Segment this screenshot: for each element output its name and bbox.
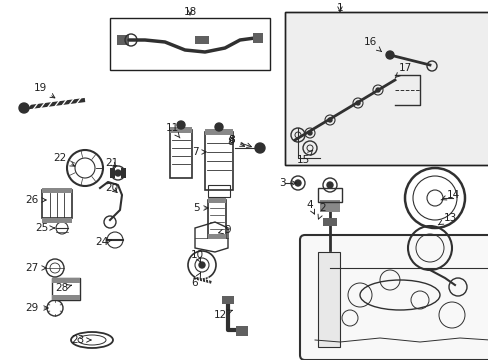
Text: 28: 28 — [55, 283, 71, 293]
Bar — [52, 278, 80, 300]
Text: 3: 3 — [278, 178, 296, 188]
Circle shape — [199, 262, 204, 268]
Text: 20: 20 — [105, 183, 118, 193]
Bar — [42, 188, 72, 193]
Text: 7: 7 — [191, 147, 206, 157]
FancyBboxPatch shape — [299, 235, 488, 360]
Bar — [110, 18, 269, 70]
Circle shape — [254, 143, 264, 153]
Text: 19: 19 — [33, 83, 55, 98]
Text: 11: 11 — [165, 123, 180, 138]
Bar — [207, 234, 225, 239]
Text: 23: 23 — [71, 335, 91, 345]
Text: 10: 10 — [190, 250, 203, 263]
Bar — [323, 218, 336, 226]
Bar — [195, 36, 208, 44]
Circle shape — [294, 180, 301, 186]
Text: 26: 26 — [25, 195, 46, 205]
Text: 6: 6 — [191, 273, 200, 288]
Text: 12: 12 — [213, 310, 232, 320]
Text: 25: 25 — [35, 223, 54, 233]
Bar — [42, 218, 72, 223]
Text: 8: 8 — [227, 137, 234, 147]
Bar — [170, 130, 192, 178]
Bar — [52, 278, 80, 283]
Bar — [204, 129, 232, 135]
Text: 18: 18 — [183, 7, 196, 17]
Text: 2: 2 — [317, 203, 325, 219]
Text: 1: 1 — [336, 3, 343, 13]
Text: 21: 21 — [105, 158, 119, 168]
Circle shape — [215, 123, 223, 131]
Circle shape — [115, 170, 121, 176]
Circle shape — [177, 121, 184, 129]
Bar — [52, 295, 80, 300]
Bar — [236, 326, 247, 336]
Text: 8: 8 — [228, 135, 251, 147]
Bar — [222, 296, 234, 304]
Bar — [285, 12, 488, 165]
Text: 27: 27 — [25, 263, 46, 273]
Bar — [252, 33, 263, 43]
Bar — [121, 168, 126, 178]
Text: 9: 9 — [218, 225, 231, 235]
Circle shape — [19, 103, 29, 113]
Text: 22: 22 — [53, 153, 75, 166]
Text: 29: 29 — [25, 303, 48, 313]
Bar — [204, 132, 232, 190]
Bar — [110, 168, 115, 178]
Bar — [207, 198, 225, 203]
Circle shape — [326, 182, 332, 188]
Text: 24: 24 — [95, 237, 111, 247]
Text: 16: 16 — [363, 37, 381, 51]
Bar — [170, 127, 192, 133]
Bar — [207, 200, 225, 238]
Circle shape — [327, 118, 331, 122]
Circle shape — [385, 51, 393, 59]
Bar — [207, 185, 229, 197]
Text: 4: 4 — [306, 200, 314, 214]
Circle shape — [307, 131, 311, 135]
Bar — [317, 252, 339, 347]
Bar — [42, 190, 72, 218]
Text: 14: 14 — [440, 190, 459, 200]
Circle shape — [355, 101, 359, 105]
Bar — [285, 12, 488, 165]
Bar — [319, 200, 339, 212]
Text: 17: 17 — [394, 63, 411, 78]
Text: 5: 5 — [192, 203, 208, 213]
Circle shape — [375, 88, 379, 92]
Text: 13: 13 — [437, 213, 456, 225]
Text: 15: 15 — [296, 150, 312, 165]
Bar — [117, 35, 129, 45]
Text: 8: 8 — [228, 135, 244, 146]
Bar — [317, 188, 341, 202]
